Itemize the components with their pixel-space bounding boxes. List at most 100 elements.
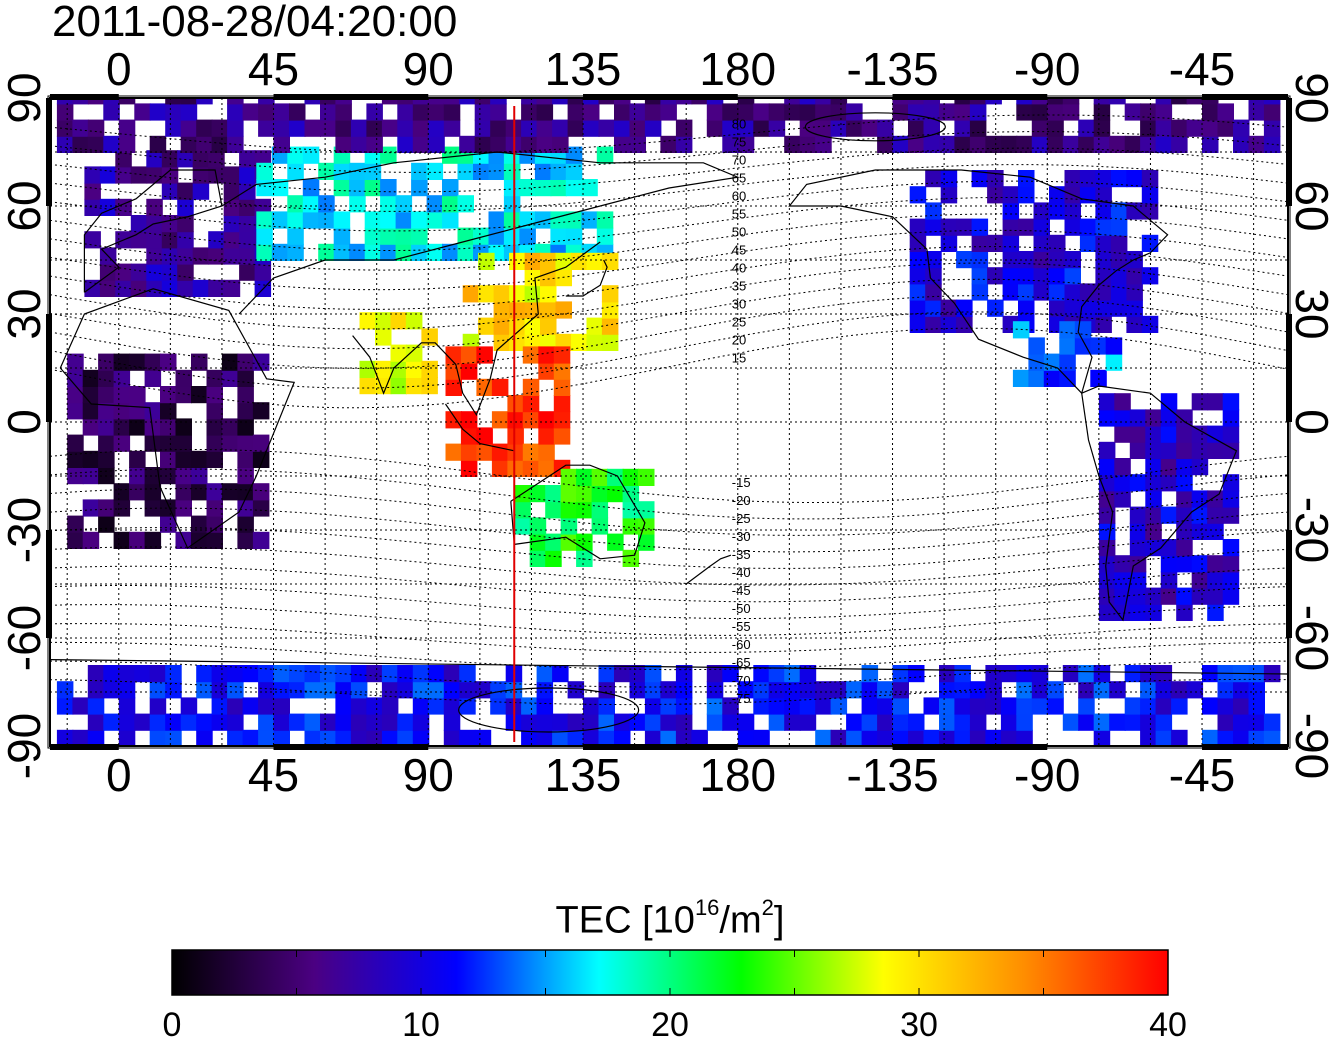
colorbar-tick-label: 0 xyxy=(162,1006,182,1044)
frame-segment xyxy=(583,744,738,750)
lon-tick-top-label: 135 xyxy=(544,43,622,95)
graticule xyxy=(50,98,1288,746)
frame-segment xyxy=(1286,314,1292,422)
mag-lat-label: -20 xyxy=(732,493,751,508)
tec-region xyxy=(359,312,438,395)
tec-region xyxy=(445,346,571,477)
lon-tick-bottom-label: -45 xyxy=(1168,749,1236,801)
mag-lat-label: -40 xyxy=(732,565,751,580)
lon-tick-bottom-label: 45 xyxy=(247,749,300,801)
coastline xyxy=(352,241,601,417)
mag-lat-label: -60 xyxy=(732,637,751,652)
frame-segment xyxy=(1202,744,1288,750)
mag-contour xyxy=(50,147,1288,193)
tec-region xyxy=(84,150,272,297)
colorbar-tick-label: 20 xyxy=(651,1006,689,1044)
mag-lat-label: 20 xyxy=(732,333,746,348)
mag-contour xyxy=(50,197,1288,251)
lat-tick-left-label: -30 xyxy=(0,496,50,564)
colorbar-tick-label: 40 xyxy=(1149,1006,1187,1044)
tec-region xyxy=(514,468,655,567)
coastline xyxy=(221,151,740,315)
lon-tick-bottom-label: -135 xyxy=(846,749,939,801)
mag-contour xyxy=(50,180,1288,232)
mag-pole-contour xyxy=(804,112,946,142)
mag-lat-label: 55 xyxy=(732,207,746,222)
map-frame xyxy=(46,94,1292,750)
mag-contour xyxy=(50,565,1288,603)
lon-tick-top-label: -90 xyxy=(1014,43,1081,95)
frame-segment xyxy=(1202,94,1288,100)
lat-tick-left-label: -60 xyxy=(0,604,50,672)
lon-tick-bottom-label: -90 xyxy=(1014,749,1081,801)
lon-tick-top-label: 90 xyxy=(402,43,454,95)
mag-contour xyxy=(50,114,1288,154)
mag-lat-label: 45 xyxy=(732,243,746,258)
lon-tick-bottom-label: 135 xyxy=(544,749,622,801)
frame-segment xyxy=(46,314,52,422)
mag-contour xyxy=(50,546,1288,586)
mag-lat-label: 75 xyxy=(732,135,746,150)
mag-contour xyxy=(50,164,1288,212)
mag-lat-label: 15 xyxy=(732,351,746,366)
tec-region xyxy=(1098,393,1240,621)
colorbar-tick-label: 30 xyxy=(900,1006,938,1044)
mag-lat-label: -25 xyxy=(732,511,751,526)
lon-tick-top-label: 180 xyxy=(699,43,777,95)
tec-region xyxy=(56,665,1281,746)
lat-tick-right-label: -60 xyxy=(1286,604,1338,672)
lon-tick-bottom-label: 90 xyxy=(402,749,454,801)
colorbar-title: TEC [1016/m2] xyxy=(555,895,785,942)
mag-contour xyxy=(50,527,1288,569)
lat-tick-left-label: -90 xyxy=(0,712,50,780)
mag-contour xyxy=(50,507,1288,553)
mag-lat-label: 30 xyxy=(732,297,746,312)
coastline xyxy=(788,169,1169,395)
colorbar-tick-marks xyxy=(171,950,1169,995)
tec-region xyxy=(462,252,619,351)
coastline xyxy=(565,259,608,297)
frame-segment xyxy=(273,94,429,100)
mag-lat-label: -30 xyxy=(732,529,751,544)
mag-lat-label: 70 xyxy=(732,153,746,168)
coastline xyxy=(510,464,646,560)
mag-lat-label: 40 xyxy=(732,261,746,276)
lon-tick-top-label: 45 xyxy=(247,43,300,95)
mag-contour xyxy=(50,448,1288,504)
coastline xyxy=(685,554,732,585)
mag-pole-contour xyxy=(458,687,640,733)
lat-tick-right-label: 0 xyxy=(1286,409,1338,435)
frame-segment xyxy=(1286,98,1292,206)
lat-tick-right-label: 60 xyxy=(1286,180,1338,232)
lat-tick-right-label: -90 xyxy=(1286,712,1338,780)
colorbar-tick-label: 10 xyxy=(402,1006,440,1044)
mag-contour xyxy=(50,213,1288,271)
mag-lat-label: 80 xyxy=(732,117,746,132)
lat-tick-right-label: 30 xyxy=(1286,288,1338,340)
frame-segment xyxy=(46,98,52,206)
lat-tick-left-label: 90 xyxy=(0,72,50,124)
frame-segment xyxy=(892,94,1048,100)
mag-lat-label: 65 xyxy=(732,171,746,186)
mag-contour xyxy=(50,660,1288,688)
coastlines xyxy=(50,112,1288,733)
mag-lat-label: 35 xyxy=(732,279,746,294)
frame-segment xyxy=(273,744,429,750)
frame-segment xyxy=(1286,530,1292,638)
mag-lat-label: -15 xyxy=(732,475,751,490)
mag-contour xyxy=(50,623,1288,653)
mag-contour xyxy=(50,641,1288,671)
mag-contour xyxy=(50,311,1288,389)
lon-tick-top-label: -45 xyxy=(1168,43,1236,95)
coastline xyxy=(1081,385,1238,622)
tec-region xyxy=(909,170,1159,333)
frame-segment xyxy=(46,530,52,638)
lat-tick-left-label: 0 xyxy=(0,409,50,435)
lat-tick-left-label: 60 xyxy=(0,180,50,232)
mag-lat-label: -50 xyxy=(732,601,751,616)
frame-segment xyxy=(583,94,738,100)
mag-lat-label: 60 xyxy=(732,189,746,204)
frame-segment xyxy=(892,744,1048,750)
